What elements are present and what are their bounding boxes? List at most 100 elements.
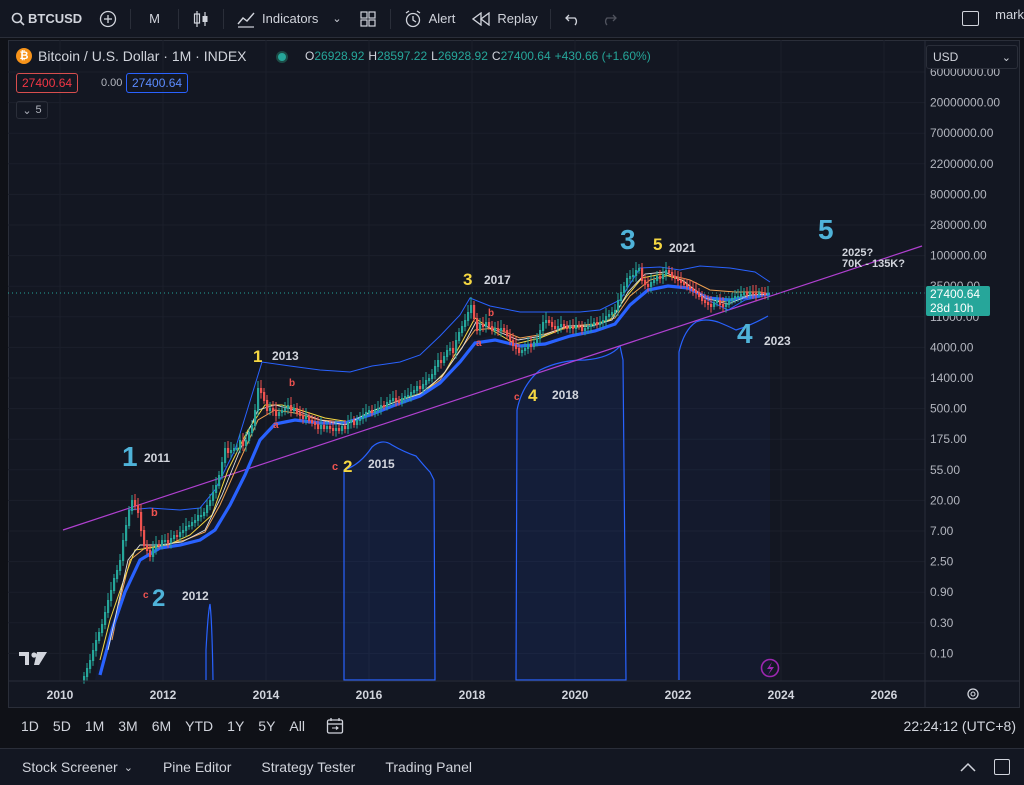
candle-body: [479, 324, 482, 331]
candle-body: [386, 402, 389, 407]
symbol-search[interactable]: BTCUSD: [0, 0, 90, 38]
chevron-down-icon[interactable]: ⌄: [332, 13, 342, 25]
chart-pane[interactable]: [8, 40, 1020, 708]
indicators-collapse-button[interactable]: ⌄ 5: [16, 101, 48, 119]
range-button-5d[interactable]: 5D: [52, 718, 71, 734]
wave-label: 1: [253, 347, 262, 366]
price-axis-label: 7.00: [930, 524, 954, 538]
tab-label: Trading Panel: [385, 759, 472, 775]
candle-body: [389, 400, 392, 403]
buy-price-button[interactable]: 27400.64: [126, 73, 189, 93]
redo-button[interactable]: [591, 0, 627, 38]
range-button-1d[interactable]: 1D: [21, 718, 39, 734]
layouts-button[interactable]: [350, 0, 386, 38]
indicators-icon: [236, 9, 256, 29]
candle-body: [119, 560, 122, 571]
tab-strategy-tester[interactable]: Strategy Tester: [246, 759, 370, 775]
candle-body: [722, 304, 725, 307]
candle-body: [299, 412, 302, 416]
candle-body: [212, 492, 215, 501]
candle-body: [122, 540, 125, 561]
square-icon: [962, 11, 980, 26]
indicators-button[interactable]: Indicators ⌄: [228, 0, 350, 38]
bitcoin-logo-icon: ₿: [16, 48, 32, 64]
range-button-ytd[interactable]: YTD: [185, 718, 214, 734]
candle-body: [758, 292, 761, 295]
candle-body: [125, 525, 128, 541]
range-button-all[interactable]: All: [289, 718, 305, 734]
candle-body: [656, 276, 659, 281]
undo-button[interactable]: [555, 0, 591, 38]
candle-body: [443, 356, 446, 363]
interval-button[interactable]: M: [135, 0, 174, 38]
candle-body: [617, 300, 620, 311]
replay-button[interactable]: Replay: [463, 0, 545, 38]
candle-body: [356, 420, 359, 425]
price-axis-label: 800000.00: [930, 187, 987, 201]
candle-body: [449, 348, 452, 351]
price-axis-label: 2.50: [930, 555, 954, 569]
chevron-down-icon: ⌄: [1001, 51, 1011, 64]
chart-grid: [8, 40, 925, 681]
gear-icon[interactable]: [967, 688, 979, 700]
range-button-1m[interactable]: 1M: [84, 718, 105, 734]
chart-legend[interactable]: ₿ Bitcoin / U.S. Dollar · 1M · INDEX: [16, 48, 247, 64]
axes: 60000000.0020000000.007000000.002200000.…: [8, 40, 1020, 708]
wave-label: 4: [737, 318, 753, 349]
fullscreen-button[interactable]: [954, 0, 987, 38]
candle-body: [236, 448, 239, 450]
candle-body: [482, 324, 485, 327]
maximize-icon[interactable]: [994, 759, 1010, 775]
candle-body: [95, 640, 98, 651]
candle-body: [296, 408, 299, 413]
high-label: H: [368, 49, 378, 63]
candle-body: [329, 426, 332, 429]
candle-body: [689, 286, 692, 289]
currency-select[interactable]: USD ⌄: [926, 45, 1018, 69]
lightning-icon[interactable]: [760, 658, 780, 678]
chevron-up-icon[interactable]: [960, 762, 976, 772]
range-button-3m[interactable]: 3M: [118, 718, 138, 734]
price-axis-label: 280000.00: [930, 218, 987, 232]
price-axis-label: 175.00: [930, 432, 967, 446]
candle-body: [116, 570, 119, 579]
candle-body: [749, 292, 752, 295]
candle-body: [161, 540, 164, 546]
alert-button[interactable]: Alert: [395, 0, 464, 38]
candle-body: [638, 268, 641, 271]
sell-price-button[interactable]: 27400.64: [16, 73, 79, 93]
candle-body: [695, 290, 698, 293]
candle-body: [494, 328, 497, 331]
clock[interactable]: 22:24:12 (UTC+8): [903, 718, 1016, 734]
tab-pine-editor[interactable]: Pine Editor: [148, 759, 246, 775]
candle-body: [215, 485, 218, 493]
chevron-down-icon: ⌄: [123, 761, 133, 774]
range-button-1y[interactable]: 1Y: [227, 718, 245, 734]
range-button-5y[interactable]: 5Y: [258, 718, 276, 734]
interval-label: M: [149, 11, 161, 26]
date-range-icon[interactable]: [326, 717, 344, 735]
candle-body: [416, 386, 419, 391]
candle-body: [542, 322, 545, 331]
range-button-6m[interactable]: 6M: [151, 718, 172, 734]
candle-body: [446, 350, 449, 357]
candle-body: [155, 544, 158, 549]
user-menu[interactable]: mark: [987, 0, 1024, 38]
wave-sublabel: c: [514, 392, 520, 403]
chart-type-button[interactable]: [183, 0, 219, 38]
tab-trading-panel[interactable]: Trading Panel: [370, 759, 487, 775]
tab-stock-screener[interactable]: Stock Screener ⌄: [0, 759, 148, 775]
alert-label: Alert: [428, 11, 456, 26]
candle-body: [719, 300, 722, 305]
candle-body: [287, 405, 290, 409]
candle-body: [428, 378, 431, 381]
compare-button[interactable]: [90, 0, 126, 38]
candle-body: [332, 428, 335, 431]
toolbar-divider: [549, 8, 551, 29]
candle-body: [224, 448, 227, 463]
candle-body: [512, 340, 515, 346]
candle-body: [605, 316, 608, 321]
candle-body: [146, 545, 149, 551]
market-status-icon[interactable]: [276, 51, 288, 63]
